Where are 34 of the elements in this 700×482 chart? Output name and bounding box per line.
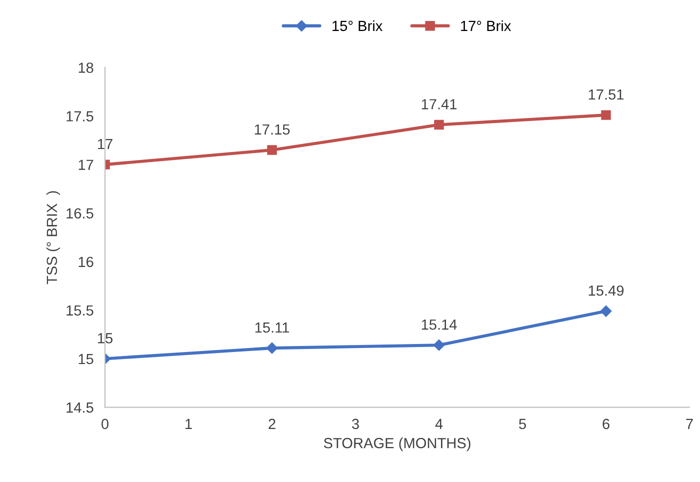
point [267,145,277,155]
x-tick-label: 5 [519,418,526,430]
point [601,110,611,120]
data-label: 15.49 [588,285,624,296]
y-tick-label: 17.5 [66,111,94,122]
x-tick-label: 4 [435,418,443,429]
data-label: 15 [98,333,112,344]
data-label: 17.41 [422,99,457,110]
point [600,306,612,317]
data-label: 15.14 [422,320,457,330]
data-label: 15.11 [255,322,289,333]
x-axis-title: STORAGE (MONTHS) [324,438,470,452]
y-tick-label: 17 [78,160,94,170]
point [434,120,444,130]
point [266,342,278,354]
x-tick-label: 2 [268,418,276,429]
y-tick-label: 16 [78,256,94,268]
legend-label: 17° Brix [461,20,512,31]
x-tick-label: 3 [352,418,359,430]
x-tick-label: 6 [602,418,610,430]
y-tick-label: 15 [78,354,94,364]
point [433,340,445,351]
data-label: 17.51 [588,89,624,100]
y-tick-label: 15.5 [66,305,94,316]
x-tick-label: 1 [186,418,192,429]
y-tick-label: 18 [78,62,94,73]
legend-label: 15° Brix [332,20,383,32]
data-label: 17 [98,139,112,150]
y-tick-label: 14.5 [66,402,94,413]
y-tick-label: 16.5 [66,208,94,219]
data-label: 17.15 [254,124,290,135]
x-tick-label: 7 [686,418,693,429]
x-tick-label: 0 [102,418,108,430]
y-axis-title: TSS (° BRIX ) [46,191,60,284]
